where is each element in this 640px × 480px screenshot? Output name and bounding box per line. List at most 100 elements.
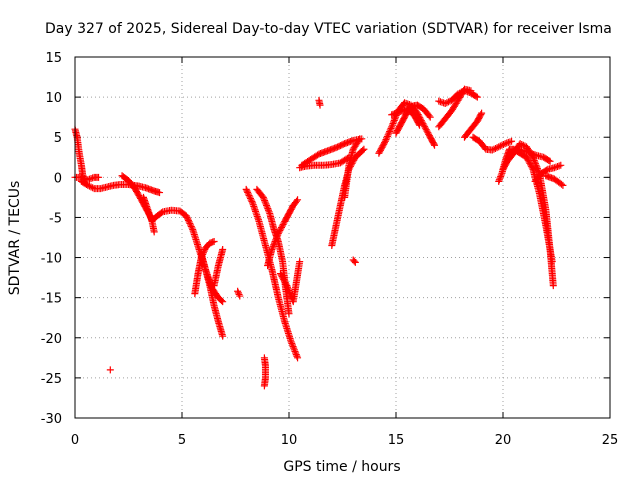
x-axis-label: GPS time / hours: [283, 459, 400, 475]
data-point: [530, 156, 538, 164]
series-arc-s: [315, 96, 324, 109]
data-point: [375, 149, 383, 157]
data-point: [291, 347, 299, 355]
data-point: [516, 140, 524, 148]
data-point: [381, 137, 389, 145]
y-tick-label: -15: [41, 292, 62, 307]
data-point: [292, 349, 300, 357]
data-point: [285, 310, 293, 318]
data-point: [84, 181, 92, 189]
data-point: [388, 121, 396, 129]
data-point: [376, 146, 384, 154]
data-point: [236, 292, 244, 300]
data-point: [528, 164, 536, 172]
data-point: [278, 273, 286, 281]
data-point: [356, 135, 364, 143]
data-point: [555, 162, 563, 170]
data-point: [379, 142, 387, 150]
data-point: [272, 234, 280, 242]
data-point: [392, 113, 400, 121]
data-point: [316, 101, 324, 109]
data-point: [296, 258, 304, 266]
data-point: [244, 188, 252, 196]
data-point: [421, 124, 429, 132]
data-point: [219, 332, 227, 340]
data-point: [89, 184, 97, 192]
data-point: [273, 233, 281, 241]
data-point: [488, 146, 496, 154]
data-point: [534, 166, 542, 174]
series-arc-g: [197, 250, 227, 340]
data-point: [472, 92, 480, 100]
data-point: [377, 145, 385, 153]
y-tick-label: 5: [54, 131, 62, 146]
data-point: [262, 200, 270, 208]
data-point: [285, 286, 293, 294]
series-arc-h: [210, 246, 227, 290]
data-point: [248, 197, 256, 205]
data-point: [401, 99, 409, 107]
data-point: [263, 203, 271, 211]
data-point: [281, 279, 289, 287]
data-point: [495, 177, 503, 185]
data-point: [157, 209, 165, 217]
data-point: [234, 287, 242, 295]
data-point: [264, 205, 272, 213]
data-point: [95, 173, 103, 181]
data-point: [477, 110, 485, 118]
data-point: [532, 161, 540, 169]
data-point: [85, 175, 93, 183]
data-point: [185, 218, 193, 226]
data-point: [277, 271, 285, 279]
series-arc-r: [341, 135, 364, 201]
data-point: [524, 156, 532, 164]
data-point: [187, 221, 195, 229]
data-point: [264, 206, 272, 214]
data-point: [533, 165, 541, 173]
data-point: [292, 351, 300, 359]
data-point: [527, 162, 535, 170]
data-point: [523, 155, 531, 163]
data-point: [435, 97, 443, 105]
x-tick-label: 10: [281, 433, 298, 448]
data-point: [290, 346, 298, 354]
data-point: [263, 201, 271, 209]
data-point: [269, 244, 277, 252]
data-point: [187, 222, 195, 230]
data-point: [467, 87, 475, 95]
data-point: [376, 148, 384, 156]
data-point: [244, 190, 252, 198]
series-arc-m: [276, 258, 304, 306]
data-point: [441, 100, 449, 108]
data-point: [557, 180, 565, 188]
data-point: [219, 298, 227, 306]
series-arc-ad: [505, 145, 554, 165]
data-point: [392, 112, 400, 120]
data-point: [490, 145, 498, 153]
data-point: [272, 236, 280, 244]
data-point: [350, 257, 358, 265]
series-arc-p: [298, 135, 366, 169]
series-arc-aa: [469, 133, 516, 154]
series-arc-f: [191, 238, 218, 298]
data-point: [261, 198, 269, 206]
data-point: [359, 146, 367, 154]
data-point: [533, 163, 541, 171]
data-point: [393, 108, 401, 116]
data-point: [265, 208, 273, 216]
data-point: [289, 343, 297, 351]
data-point: [278, 223, 286, 231]
data-point: [276, 226, 284, 234]
data-point: [246, 193, 254, 201]
data-point: [270, 239, 278, 247]
data-point: [85, 182, 93, 190]
data-point: [243, 187, 251, 195]
data-point: [384, 131, 392, 139]
x-tick-label: 0: [71, 433, 79, 448]
series-arc-e: [139, 193, 158, 236]
data-point: [554, 163, 562, 171]
series-arc-n: [260, 354, 269, 390]
data-point: [443, 99, 451, 107]
data-point: [87, 175, 95, 183]
